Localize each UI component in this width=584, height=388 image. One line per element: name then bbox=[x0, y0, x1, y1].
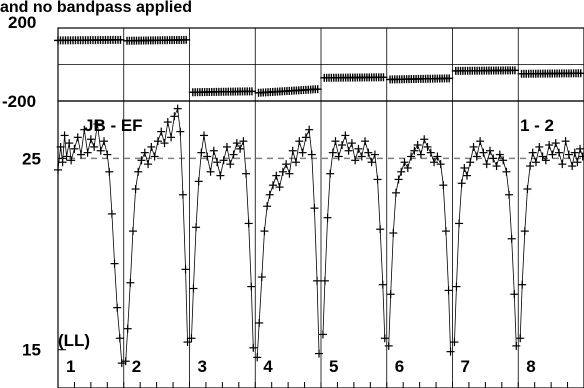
scan-label: 3 bbox=[198, 357, 207, 376]
amplitude-series bbox=[54, 104, 584, 368]
scan-label: 6 bbox=[395, 357, 404, 376]
scan-label: 1 bbox=[66, 357, 75, 376]
scan-label: 4 bbox=[263, 357, 273, 376]
scan-label: 2 bbox=[132, 357, 141, 376]
corner-annotation: 1 - 2 bbox=[520, 116, 554, 135]
amplitude-curve bbox=[256, 128, 320, 358]
amplitude-curve bbox=[191, 135, 254, 348]
phase-ytick-label: -200 bbox=[2, 92, 36, 111]
scan-label: 7 bbox=[461, 357, 470, 376]
chart-title: and no bandpass applied bbox=[0, 0, 192, 16]
phase-series bbox=[54, 35, 584, 97]
amplitude-curve bbox=[519, 141, 584, 339]
scan-label: 5 bbox=[329, 357, 338, 376]
grid-lines bbox=[58, 28, 584, 388]
phase-ytick-label: 200 bbox=[8, 13, 36, 32]
axis-labels: 200 -200 25 15 1 2 3 4 5 6 7 8 JB - EF (LL) 1 - 2 bbox=[2, 13, 569, 388]
amplitude-ytick-label: 25 bbox=[22, 149, 41, 168]
baseline-annotation: JB - EF bbox=[84, 116, 143, 135]
amplitude-curve bbox=[322, 133, 386, 339]
amplitude-curve bbox=[125, 107, 188, 362]
scan-label: 8 bbox=[526, 357, 535, 376]
amplitude-ytick-label: 15 bbox=[22, 341, 41, 360]
polarization-annotation: (LL) bbox=[58, 331, 90, 350]
amplitude-curve bbox=[388, 137, 451, 352]
